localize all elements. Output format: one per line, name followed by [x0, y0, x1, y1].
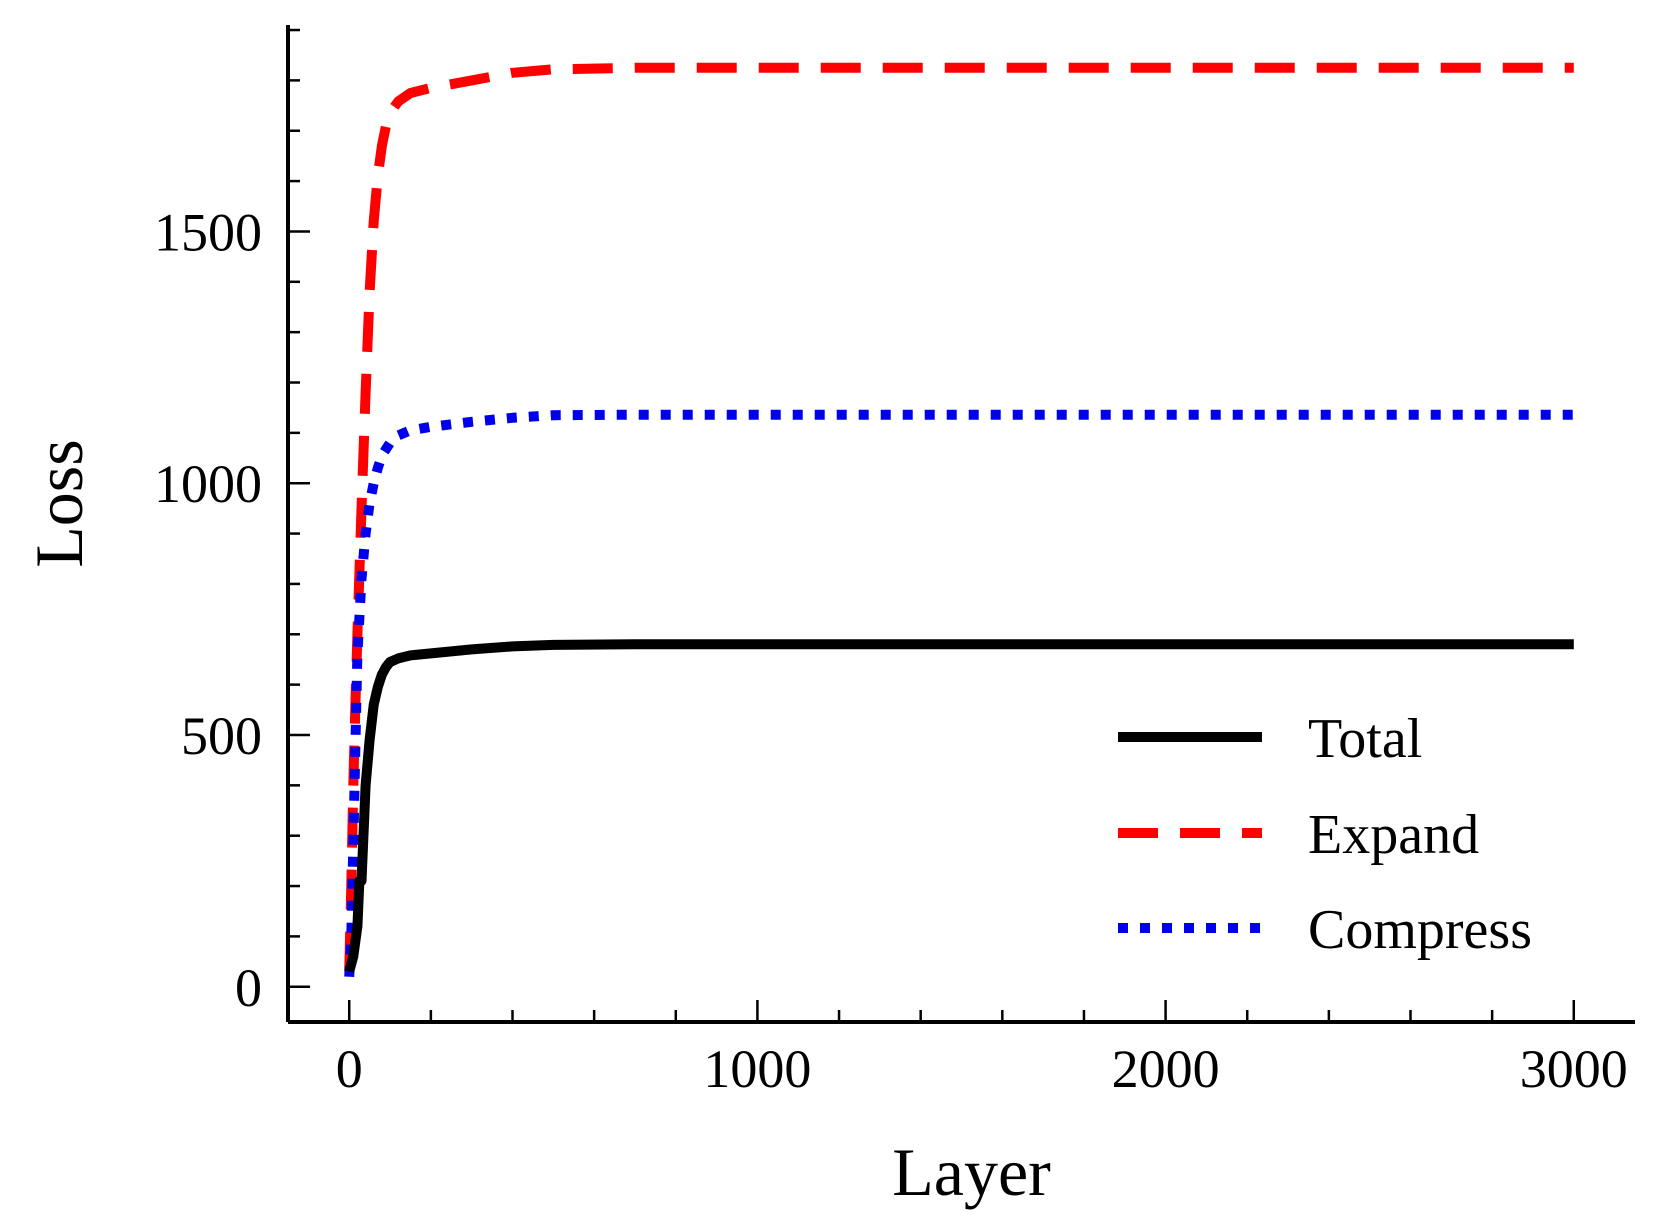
legend-label-compress: Compress — [1308, 899, 1532, 961]
y-axis-ticks: 0 500 1000 1500 — [154, 28, 310, 1018]
series-line-compress — [344, 409, 1574, 977]
axes — [286, 25, 1635, 1024]
series-line-expand — [344, 62, 1574, 972]
series-line-total — [344, 639, 1574, 973]
y-axis-title: Loss — [21, 439, 97, 567]
series-layer — [344, 62, 1574, 977]
legend-label-total: Total — [1308, 708, 1422, 770]
y-tick-label: 1500 — [154, 202, 262, 262]
legend: Total Expand Compress — [1118, 708, 1532, 961]
x-axis-title: Layer — [892, 1134, 1051, 1210]
y-tick-label: 1000 — [154, 454, 262, 514]
x-tick-label: 3000 — [1520, 1039, 1628, 1099]
x-axis-ticks: 0 1000 2000 3000 — [336, 1000, 1628, 1099]
x-tick-label: 2000 — [1112, 1039, 1220, 1099]
x-tick-label: 0 — [336, 1039, 363, 1099]
y-tick-label: 0 — [235, 958, 262, 1018]
y-tick-label: 500 — [181, 706, 262, 766]
legend-label-expand: Expand — [1308, 804, 1479, 866]
x-tick-label: 1000 — [703, 1039, 811, 1099]
